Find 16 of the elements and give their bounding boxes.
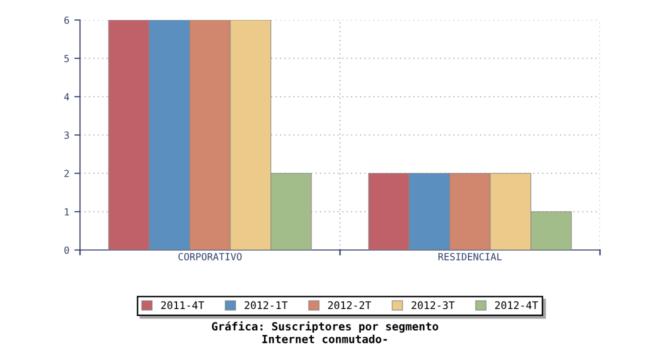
y-tick-label: 2 [64, 170, 69, 178]
legend-label: 2012-2T [328, 301, 372, 310]
legend-label: 2011-4T [161, 301, 204, 310]
y-tick-label: 6 [64, 16, 69, 24]
legend-label: 2012-3T [412, 301, 455, 310]
text: Gráfica: Suscriptores por segmento [212, 321, 438, 333]
legend-label: 2012-1T [244, 301, 288, 310]
y-tick-label: 1 [64, 208, 69, 216]
y-tick-label: 0 [64, 246, 69, 254]
legend-label: 2012-4T [495, 301, 538, 310]
x-tick-label: RESIDENCIAL [438, 253, 502, 260]
y-tick-label: 3 [64, 132, 69, 139]
y-tick-label: 5 [64, 54, 69, 62]
text: Internet conmutado- [262, 334, 387, 344]
x-tick-label: CORPORATIVO [178, 253, 242, 260]
y-tick-label: 4 [64, 93, 70, 100]
